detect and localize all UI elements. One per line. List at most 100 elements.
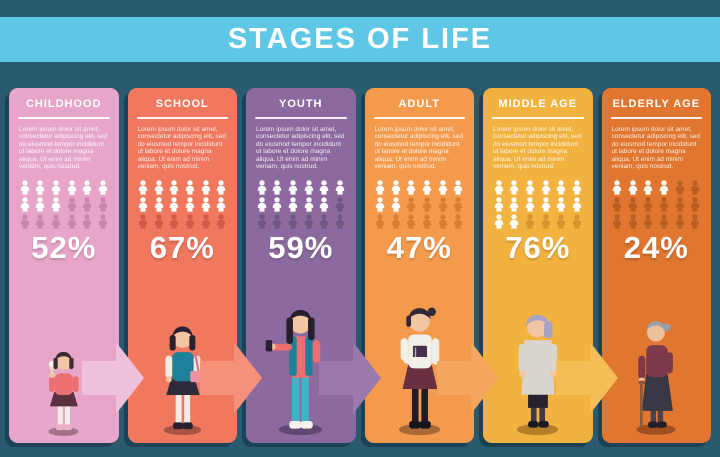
person-icon (303, 180, 315, 195)
person-icon (215, 180, 227, 195)
person-icon (19, 197, 31, 212)
person-icon (200, 180, 212, 195)
person-icon (452, 180, 464, 195)
person-icon (34, 180, 46, 195)
header-divider (18, 117, 110, 119)
title-banner: STAGES OF LIFE (0, 17, 720, 62)
pictogram-grid (255, 180, 347, 229)
person-icon (318, 214, 330, 229)
person-icon (271, 197, 283, 212)
person-icon (256, 214, 268, 229)
person-icon (540, 180, 552, 195)
person-icon (508, 180, 520, 195)
next-stage-arrow-icon (318, 342, 381, 414)
person-icon (405, 214, 417, 229)
stage-columns: CHILDHOOD Lorem ipsum dolor sit amet, co… (9, 85, 717, 443)
person-icon (611, 180, 623, 195)
arrow-head (352, 342, 381, 414)
stage-title: YOUTH (279, 98, 323, 110)
person-icon (97, 214, 109, 229)
person-icon (66, 197, 78, 212)
person-icon (540, 197, 552, 212)
pictogram-grid (611, 180, 703, 229)
person-icon (374, 214, 386, 229)
person-icon (555, 197, 567, 212)
stage-description: Lorem ipsum dolor sit amet, consectetur … (256, 126, 345, 171)
person-icon (19, 180, 31, 195)
stage-description: Lorem ipsum dolor sit amet, consectetur … (493, 126, 582, 171)
person-icon (50, 197, 62, 212)
person-icon (571, 197, 583, 212)
stage-description: Lorem ipsum dolor sit amet, consectetur … (137, 126, 227, 171)
stage-percentage: 52% (31, 230, 97, 265)
next-stage-arrow-icon (555, 342, 618, 414)
person-icon (674, 197, 686, 212)
stage-figure (602, 270, 712, 438)
header-divider (610, 117, 702, 119)
arrow-head (471, 342, 499, 414)
person-icon (658, 214, 670, 229)
pictogram-grid (492, 180, 584, 229)
stage-description: Lorem ipsum dolor sit amet, consectetur … (19, 126, 108, 171)
arrow-tail (437, 361, 471, 395)
stage-percentage: 24% (623, 230, 689, 265)
person-icon (153, 180, 165, 195)
person-icon (66, 180, 78, 195)
person-icon (19, 214, 31, 229)
person-icon (555, 214, 567, 229)
person-icon (334, 197, 346, 212)
person-icon (271, 214, 283, 229)
stage-percentage: 59% (268, 230, 334, 265)
person-icon (334, 214, 346, 229)
person-icon (184, 214, 196, 229)
header-divider (373, 117, 465, 119)
person-icon (421, 214, 433, 229)
person-icon (627, 180, 639, 195)
person-icon (334, 180, 346, 195)
stage-card-school: SCHOOL Lorem ipsum dolor sit amet, conse… (127, 85, 262, 443)
person-icon (571, 214, 583, 229)
arrow-tail (200, 361, 234, 395)
person-icon (374, 180, 386, 195)
person-icon (627, 214, 639, 229)
arrow-tail (555, 361, 590, 395)
person-icon (689, 180, 701, 195)
stage-card-adult: ADULT Lorem ipsum dolor sit amet, consec… (364, 85, 499, 443)
person-icon (421, 180, 433, 195)
person-icon (611, 197, 623, 212)
person-icon (215, 197, 227, 212)
person-icon (81, 214, 93, 229)
stage-title: MIDDLE AGE (498, 98, 578, 110)
person-icon (642, 214, 654, 229)
person-icon (508, 197, 520, 212)
arrow-head (589, 342, 618, 414)
stage-percentage: 47% (386, 230, 452, 265)
person-icon (200, 214, 212, 229)
pictogram-grid (137, 180, 229, 229)
person-icon (627, 197, 639, 212)
person-icon (658, 197, 670, 212)
elderly-woman-figure (636, 321, 676, 435)
person-icon (81, 180, 93, 195)
person-icon (374, 197, 386, 212)
person-icon (390, 197, 402, 212)
person-icon (540, 214, 552, 229)
person-icon (137, 197, 149, 212)
person-icon (689, 214, 701, 229)
person-icon (611, 214, 623, 229)
person-icon (184, 197, 196, 212)
person-icon (642, 180, 654, 195)
person-icon (421, 197, 433, 212)
person-icon (390, 214, 402, 229)
next-stage-arrow-icon (437, 342, 499, 414)
person-icon (215, 214, 227, 229)
person-icon (390, 180, 402, 195)
stage-description: Lorem ipsum dolor sit amet, consectetur … (611, 126, 701, 171)
person-icon (137, 180, 149, 195)
person-icon (34, 197, 46, 212)
person-icon (318, 180, 330, 195)
person-icon (271, 180, 283, 195)
stage-card-elderly-age: ELDERLY AGE Lorem ipsum dolor sit amet, … (601, 85, 717, 443)
person-icon (287, 197, 299, 212)
